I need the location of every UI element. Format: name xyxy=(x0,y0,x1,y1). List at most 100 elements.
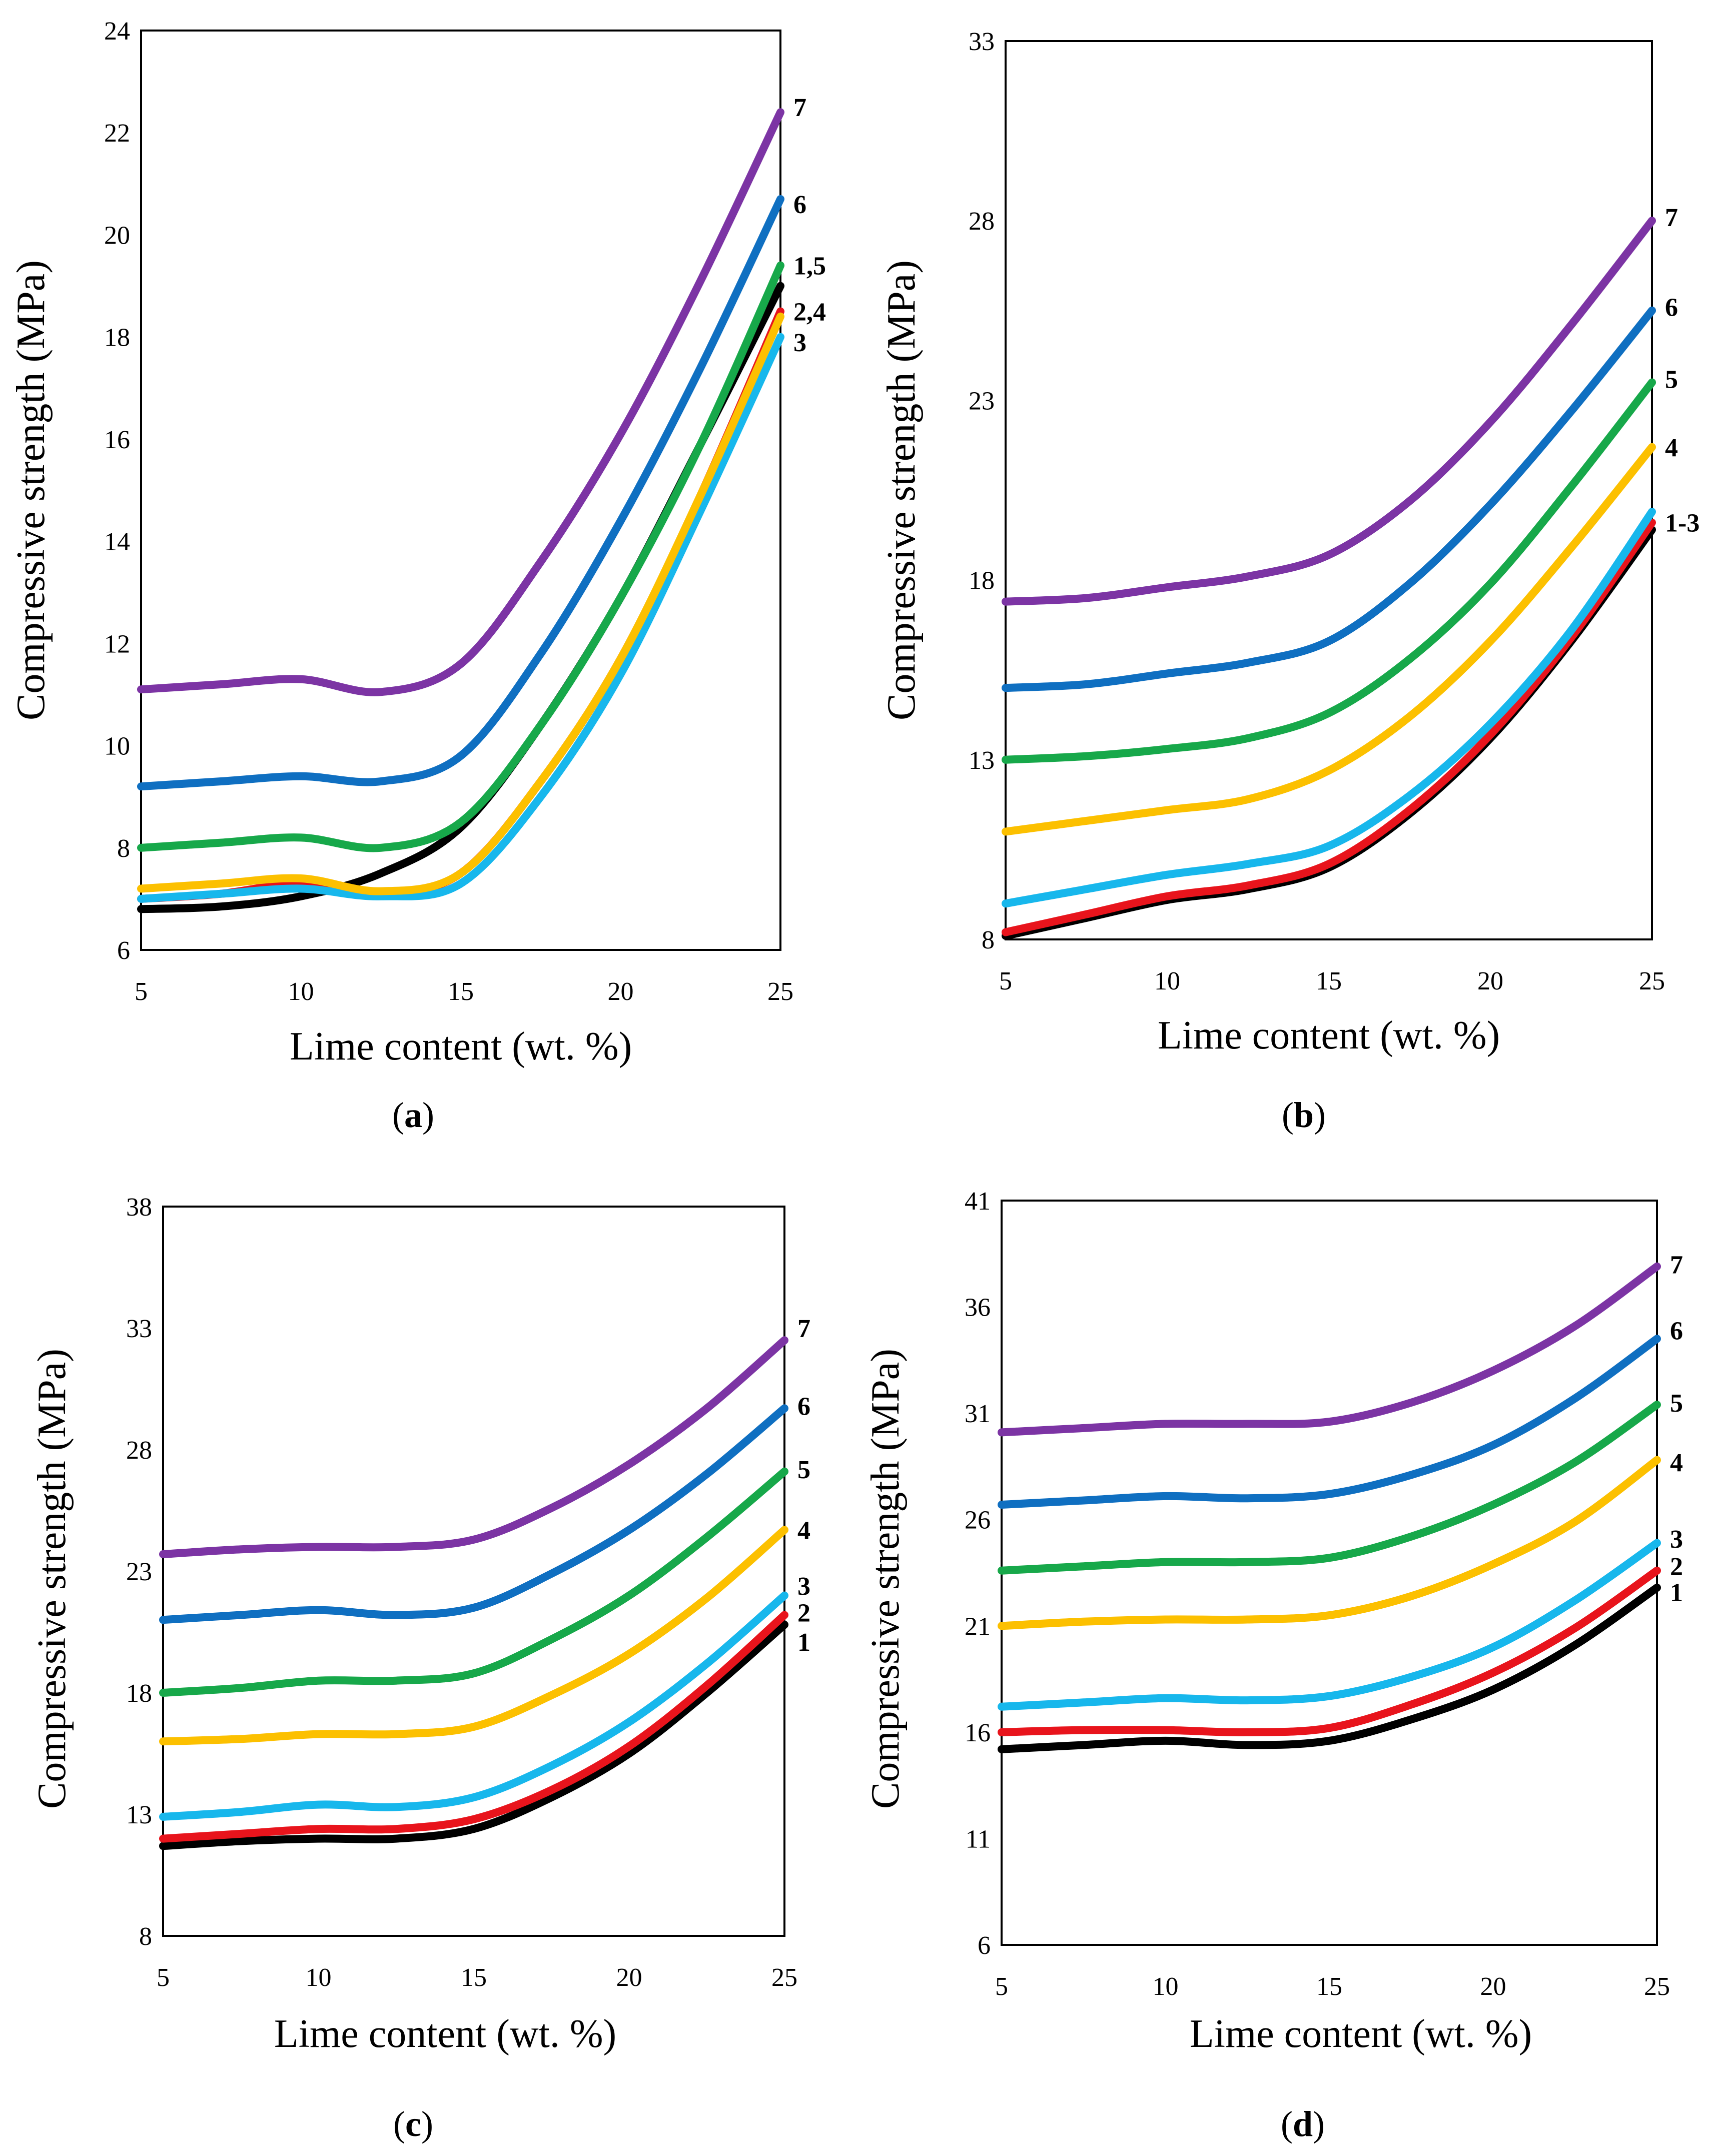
panel-a-y-tick-label: 24 xyxy=(104,17,130,46)
panel-d-series-label: 7 xyxy=(1670,1251,1683,1280)
panel-b-y-ticks: 8 13 18 23 28 33 xyxy=(969,28,995,954)
panel-d-series-5-line xyxy=(998,1401,1661,1575)
panel-c-series xyxy=(159,1336,788,1850)
panel-b-y-tick-label: 33 xyxy=(969,28,995,56)
panel-c-series-label: 6 xyxy=(797,1393,810,1421)
panel-a-y-tick-label: 6 xyxy=(117,936,130,965)
panel-b-plot-frame xyxy=(1005,40,1653,940)
panel-d-series-label: 2 xyxy=(1670,1553,1683,1581)
panel-c-series-label: 1 xyxy=(797,1628,810,1657)
panel-a-series-5-line xyxy=(137,261,784,852)
panel-d-x-tick-label: 15 xyxy=(1316,1972,1342,2001)
panel-d-series xyxy=(998,1262,1661,1753)
panel-b-x-axis-title: Lime content (wt. %) xyxy=(1158,1013,1500,1057)
panel-d-series-labels: 7 6 5 4 321 xyxy=(1670,1251,1683,1607)
panel-d-x-ticks: 5 10 15 20 25 xyxy=(995,1972,1670,2001)
panel-d-y-tick-label: 16 xyxy=(965,1719,991,1747)
panel-c-y-tick-label: 28 xyxy=(126,1436,152,1465)
panel-a-series-label: 2,4 xyxy=(793,298,826,327)
panel-a-series-label: 3 xyxy=(793,329,806,357)
panel-d-series-label: 1 xyxy=(1670,1578,1683,1607)
panel-c-x-tick-label: 20 xyxy=(616,1963,642,1992)
panel-a-series xyxy=(137,108,784,913)
panel-a-series-4-line xyxy=(137,312,784,895)
panel-c-y-tick-label: 13 xyxy=(126,1801,152,1829)
panel-c-y-tick-label: 23 xyxy=(126,1558,152,1586)
panel-b-x-tick-label: 15 xyxy=(1316,967,1342,995)
panel-a-y-ticks: 6 8 10 12 14 16 18 20 22 24 xyxy=(104,17,130,965)
panel-b-series-label: 6 xyxy=(1665,294,1678,322)
panel-b-series-4-line xyxy=(1002,443,1656,836)
panel-a-plot-frame xyxy=(140,30,781,951)
panel-a-y-axis-title: Compressive strength (MPa) xyxy=(9,260,53,720)
panel-c-letter: c xyxy=(405,2104,421,2144)
panel-c-series-labels: 7 6 5 4 321 xyxy=(797,1315,810,1657)
panel-d-x-tick-label: 20 xyxy=(1480,1972,1506,2001)
panel-c-x-tick-label: 10 xyxy=(306,1963,332,1992)
panel-a-series-labels: 7 6 1,5 2,43 xyxy=(793,94,826,357)
panel-c-series-1-line xyxy=(159,1620,788,1850)
panel-c-y-tick-label: 33 xyxy=(126,1315,152,1343)
panel-a-x-tick-label: 25 xyxy=(767,977,793,1006)
panel-c-series-label: 7 xyxy=(797,1315,810,1343)
panel-d-y-tick-label: 36 xyxy=(965,1294,991,1322)
panel-a-x-tick-label: 5 xyxy=(135,977,148,1006)
panel-d-series-2-line xyxy=(998,1566,1661,1736)
panel-d-y-tick-label: 11 xyxy=(966,1825,991,1853)
panel-a-series-label: 1,5 xyxy=(793,252,826,281)
panel-a-y-tick-label: 12 xyxy=(104,630,130,658)
panel-c-series-label: 3 xyxy=(797,1572,810,1601)
panel-a-x-tick-label: 10 xyxy=(288,977,314,1006)
panel-a-letter: a xyxy=(404,1095,422,1135)
panel-d-letter: d xyxy=(1293,2104,1313,2144)
panel-d-y-ticks: 6 11 16 21 26 31 36 41 xyxy=(965,1187,991,1960)
panel-b-series-labels: 7 6 5 4 1-3 xyxy=(1665,204,1699,538)
panel-a-y-tick-label: 20 xyxy=(104,221,130,250)
panel-c-y-tick-label: 18 xyxy=(126,1679,152,1708)
panel-c-series-7-line xyxy=(159,1336,788,1558)
panel-a-x-tick-label: 20 xyxy=(608,977,634,1006)
panel-d-series-label: 5 xyxy=(1670,1389,1683,1418)
panel-a-x-ticks: 5 10 15 20 25 xyxy=(135,977,793,1006)
panel-c-y-ticks: 8 13 18 23 28 33 38 xyxy=(126,1193,152,1951)
panel-c-series-4-line xyxy=(159,1526,788,1746)
panel-a-series-6-line xyxy=(137,195,784,791)
panel-c-x-axis-title: Lime content (wt. %) xyxy=(274,2012,616,2056)
panel-d-y-tick-label: 31 xyxy=(965,1400,991,1428)
panel-c-x-tick-label: 15 xyxy=(461,1963,487,1992)
panel-b-series-7-line xyxy=(1002,217,1656,606)
panel-b-series-3-line xyxy=(1002,508,1656,908)
panel-a-series-7-line xyxy=(137,108,784,696)
panel-d-series-6-line xyxy=(998,1335,1661,1509)
panel-c-series-5-line xyxy=(159,1467,788,1697)
panel-d-x-tick-label: 25 xyxy=(1644,1972,1670,2001)
panel-b-x-tick-label: 25 xyxy=(1639,967,1665,995)
panel-b-y-tick-label: 18 xyxy=(969,567,995,595)
panel-b-y-tick-label: 13 xyxy=(969,746,995,775)
panel-c-y-axis-title: Compressive strength (MPa) xyxy=(30,1349,74,1809)
panel-b-y-tick-label: 8 xyxy=(982,926,995,954)
panel-c-y-tick-label: 38 xyxy=(126,1193,152,1222)
panel-a-x-tick-label: 15 xyxy=(448,977,474,1006)
panel-c-x-tick-label: 25 xyxy=(771,1963,797,1992)
panel-d-label: (d) xyxy=(1281,2104,1325,2144)
panel-b-x-tick-label: 20 xyxy=(1477,967,1503,995)
panel-b-label: (b) xyxy=(1282,1095,1326,1135)
panel-b-series-2-line xyxy=(1002,518,1656,936)
panel-b-x-tick-label: 10 xyxy=(1154,967,1180,995)
panel-c-series-2-line xyxy=(159,1611,788,1843)
panel-c-y-tick-label: 8 xyxy=(139,1922,152,1951)
panel-a-y-tick-label: 18 xyxy=(104,324,130,352)
panel-d-series-label: 3 xyxy=(1670,1525,1683,1554)
panel-a-series-label: 6 xyxy=(793,191,806,219)
panel-b-y-tick-label: 23 xyxy=(969,387,995,415)
panel-a-y-tick-label: 22 xyxy=(104,119,130,148)
panel-a-series-label: 7 xyxy=(793,94,806,122)
panel-d-y-tick-label: 41 xyxy=(965,1187,991,1216)
panel-c-series-label: 2 xyxy=(797,1599,810,1628)
panel-c-plot-frame xyxy=(162,1206,785,1937)
panel-c: 8 13 18 23 28 33 38 5 10 15 20 25 7 6 5 4 321 Lime con… xyxy=(30,1193,810,2144)
panel-a-y-tick-label: 10 xyxy=(104,732,130,761)
panel-d-series-label: 6 xyxy=(1670,1317,1683,1345)
